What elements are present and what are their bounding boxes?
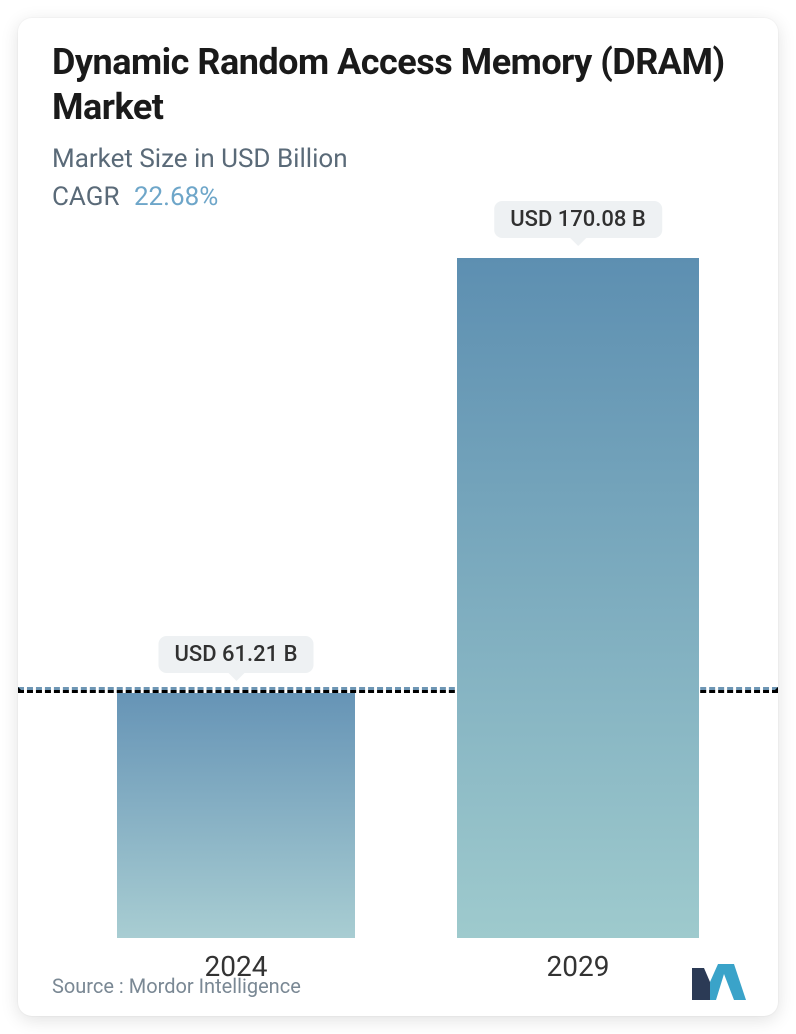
source-attribution: Source : Mordor Intelligence (52, 974, 301, 998)
chart-plot-area: USD 61.21 BUSD 170.08 B (18, 218, 778, 938)
cagr-row: CAGR 22.68% (52, 182, 218, 212)
chart-subtitle: Market Size in USD Billion (52, 144, 348, 174)
chart-title: Dynamic Random Access Memory (DRAM) Mark… (52, 40, 744, 130)
bar-2024 (117, 693, 355, 938)
bar-2029 (457, 258, 699, 938)
brand-logo (690, 962, 748, 1002)
cagr-label: CAGR (52, 182, 119, 212)
value-label-2029: USD 170.08 B (494, 201, 662, 238)
chart-card: Dynamic Random Access Memory (DRAM) Mark… (18, 18, 778, 1016)
value-label-2024: USD 61.21 B (158, 636, 313, 673)
cagr-value: 22.68% (134, 182, 218, 212)
x-label-2029: 2029 (547, 950, 610, 983)
